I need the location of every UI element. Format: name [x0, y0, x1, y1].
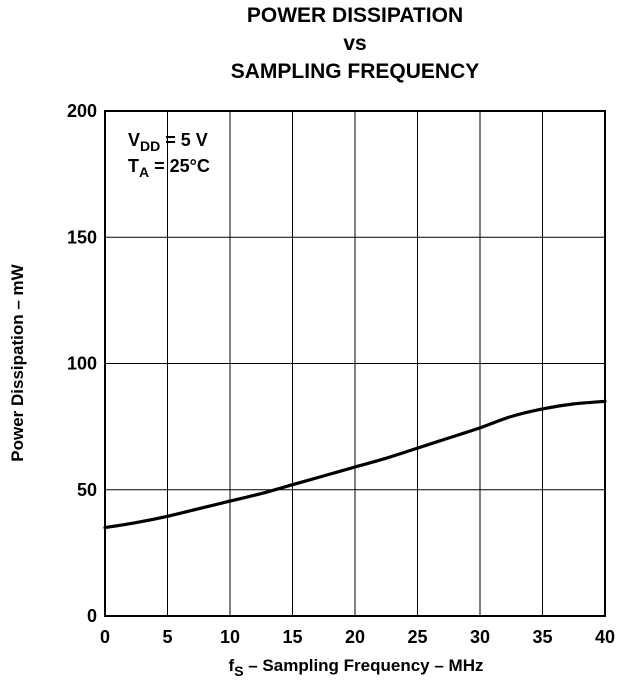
y-tick-label-50: 50 [77, 480, 97, 500]
x-tick-label-0: 0 [100, 627, 110, 647]
x-tick-label-15: 15 [282, 627, 302, 647]
y-tick-label-0: 0 [87, 606, 97, 626]
y-tick-label-200: 200 [67, 101, 97, 121]
chart-title-line-3: SAMPLING FREQUENCY [231, 60, 480, 83]
x-tick-label-35: 35 [532, 627, 552, 647]
x-tick-label-5: 5 [162, 627, 172, 647]
x-tick-label-30: 30 [470, 627, 490, 647]
chart-title-line-2: vs [343, 32, 366, 55]
x-tick-label-10: 10 [220, 627, 240, 647]
x-tick-label-40: 40 [595, 627, 615, 647]
x-axis-label: fS – Sampling Frequency – MHz [229, 656, 484, 679]
x-tick-label-20: 20 [345, 627, 365, 647]
x-tick-labels: 0 5 10 15 20 25 30 35 40 [100, 627, 615, 647]
y-tick-labels: 0 50 100 150 200 [67, 101, 97, 626]
x-tick-label-25: 25 [407, 627, 427, 647]
y-tick-label-100: 100 [67, 354, 97, 374]
y-tick-label-150: 150 [67, 227, 97, 247]
annotation-ta: TA = 25°C [128, 156, 210, 180]
y-axis-label: Power Dissipation – mW [8, 263, 27, 461]
chart-title-line-1: POWER DISSIPATION [247, 4, 463, 27]
